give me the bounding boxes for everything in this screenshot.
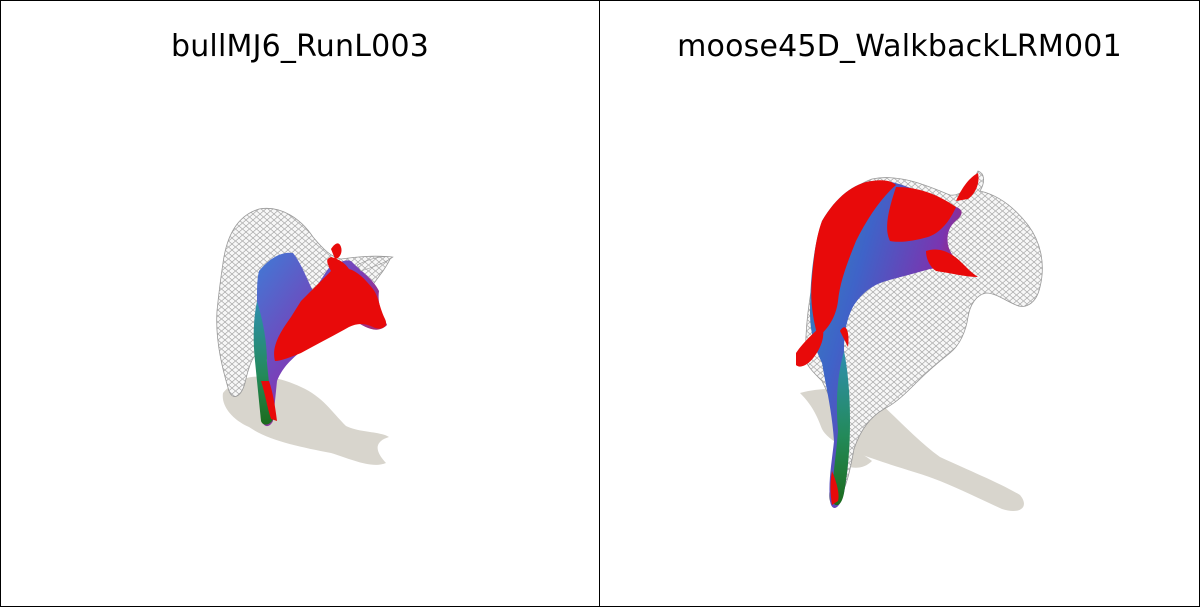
moose-red-region (811, 180, 896, 337)
bull-horn (331, 243, 342, 259)
left-panel-title: bullMJ6_RunL003 (170, 29, 430, 64)
moose-tail (796, 325, 824, 367)
right-panel-title: moose45D_WalkbackLRM001 (677, 29, 1122, 64)
bull-red-region (274, 257, 387, 361)
moose-colored-surface (810, 180, 966, 508)
moose-leg (832, 351, 850, 506)
right-render-panel: moose45D_WalkbackLRM001 (599, 0, 1200, 607)
moose-ear (956, 173, 979, 201)
left-render-panel: bullMJ6_RunL003 (0, 0, 600, 607)
moose-mesh-render (796, 170, 1043, 512)
bull-shadow (222, 376, 389, 465)
bull-mesh-render (216, 207, 394, 465)
